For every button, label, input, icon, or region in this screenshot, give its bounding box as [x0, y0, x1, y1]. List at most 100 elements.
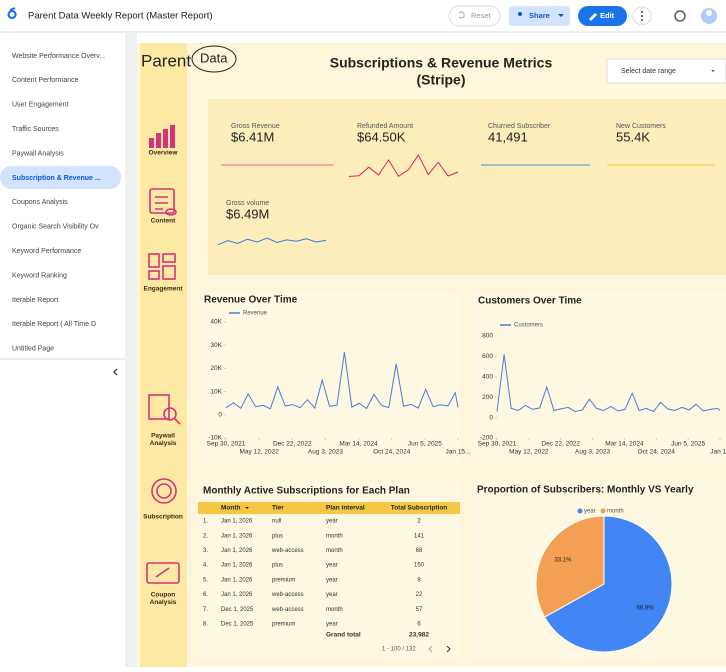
- page-nav-label[interactable]: Subscription: [143, 514, 183, 521]
- y-tick-label: 400: [482, 374, 493, 381]
- reset-button[interactable]: [448, 5, 501, 27]
- pagination: 1 - 100 / 132: [382, 647, 416, 653]
- data-label: 66.9%: [637, 606, 655, 612]
- nav-item[interactable]: Untitled Page: [12, 346, 54, 353]
- edit-button[interactable]: [578, 6, 627, 26]
- table-cell: year: [326, 592, 338, 598]
- next-page[interactable]: [446, 645, 451, 653]
- y-tick-label: -10K: [208, 435, 222, 442]
- x-tick-label: Dec 22, 2022: [541, 441, 580, 448]
- line-series: [496, 354, 721, 413]
- table-cell: 68: [416, 548, 423, 554]
- table-cell: 57: [416, 607, 423, 613]
- help-button[interactable]: [674, 10, 686, 22]
- icon: [589, 13, 597, 21]
- y-tick-label: 200: [482, 394, 493, 401]
- table-cell: year: [326, 563, 338, 569]
- nav-item[interactable]: Paywall Analysis: [12, 150, 64, 157]
- icon: [641, 11, 643, 21]
- nav-item[interactable]: Subscription & Revenue ...: [12, 175, 101, 182]
- share-button[interactable]: [509, 6, 570, 26]
- sidebar-footer: [0, 359, 125, 667]
- page-nav-label[interactable]: Coupon: [151, 592, 176, 599]
- table-cell: Dec 1, 2025: [221, 607, 254, 613]
- sparkline: [217, 237, 327, 246]
- table-cell: plus: [272, 563, 283, 569]
- line-series: [225, 352, 459, 410]
- reset-label: Reset: [471, 11, 492, 20]
- table-title: Monthly Active Subscriptions for Each Pl…: [203, 486, 410, 497]
- table-cell: Jan 1, 2026: [221, 563, 253, 569]
- column-header[interactable]: Plan interval: [326, 505, 365, 512]
- y-tick-label: -200: [480, 435, 493, 442]
- nav-item[interactable]: Iterable Report: [12, 297, 58, 304]
- page-nav-label[interactable]: Content: [151, 218, 176, 225]
- nav-item[interactable]: Iterable Report ( All Time D: [12, 321, 96, 328]
- x-tick-label: Mar 14, 2024: [605, 441, 644, 448]
- y-tick-label: 0: [489, 414, 493, 421]
- brand-logo: Parent: [141, 51, 191, 70]
- legend-label: Customers: [514, 323, 543, 329]
- table-cell: 5.: [203, 577, 208, 583]
- table-cell: premium: [272, 577, 295, 583]
- y-tick-label: 600: [482, 353, 493, 360]
- pie-slice: [543, 515, 673, 653]
- nav-item[interactable]: Traffic Sources: [12, 126, 59, 133]
- table-header: [198, 502, 460, 514]
- table-cell: web-access: [271, 548, 304, 554]
- edit-label: Edit: [600, 11, 615, 20]
- table-cell: plus: [272, 533, 283, 539]
- table-cell: web-access: [271, 607, 304, 613]
- legend-swatch: [600, 508, 606, 514]
- x-tick-label: May 12, 2022: [509, 449, 549, 456]
- table-cell: Jan 1, 2026: [221, 577, 253, 583]
- table-cell: premium: [272, 621, 295, 627]
- table-cell: 150: [414, 563, 425, 569]
- nav-item[interactable]: User Engagement: [12, 102, 68, 109]
- x-tick-label: Mar 14, 2024: [339, 441, 378, 448]
- nav-item[interactable]: Content Performance: [12, 77, 79, 84]
- nav-item[interactable]: Keyword Performance: [12, 248, 81, 255]
- table-cell: 2: [417, 519, 421, 525]
- x-tick-label: Oct 24, 2024: [638, 449, 676, 456]
- prev-page[interactable]: [428, 645, 433, 653]
- grand-total-label: Grand total: [326, 632, 361, 639]
- scorecard-label: Gross volume: [226, 200, 269, 207]
- page-nav-label[interactable]: Overview: [149, 150, 179, 157]
- panel: [201, 292, 460, 463]
- table-cell: 2.: [203, 533, 208, 539]
- x-tick-label: Aug 3, 2023: [308, 449, 343, 456]
- table-cell: 6.: [203, 592, 208, 598]
- nav-item[interactable]: Organic Search Visibility Ov: [12, 224, 99, 231]
- scorecard-label: New Customers: [616, 123, 666, 130]
- x-tick-label: Jun 5, 2025: [408, 441, 442, 448]
- column-header[interactable]: Total Subscription: [391, 505, 448, 512]
- page-nav-label[interactable]: Paywall: [151, 433, 175, 440]
- page-nav-label[interactable]: Engagement: [143, 286, 183, 293]
- page-nav-label[interactable]: Analysis: [150, 599, 177, 606]
- nav-item[interactable]: Keyword Ranking: [12, 272, 67, 279]
- table-cell: Jan 1, 2026: [221, 519, 253, 525]
- icon: [711, 70, 715, 72]
- table-cell: Jan 1, 2026: [221, 548, 253, 554]
- more-button[interactable]: [632, 6, 652, 26]
- nav-item[interactable]: Website Performance Overv...: [12, 53, 105, 60]
- icon: [518, 12, 522, 16]
- nav-icons: [146, 125, 181, 584]
- scorecard-value: $6.49M: [226, 206, 269, 221]
- table-cell: web-access: [271, 592, 304, 598]
- scorecard-value: $6.41M: [231, 129, 274, 144]
- y-tick-label: 40K: [210, 319, 222, 326]
- table-cell: year: [326, 577, 338, 583]
- page-nav-label[interactable]: Analysis: [150, 440, 177, 447]
- column-header[interactable]: Month: [221, 505, 241, 512]
- collapse-button[interactable]: [113, 368, 118, 376]
- column-header[interactable]: Tier: [272, 505, 284, 512]
- chart-title: Customers Over Time: [478, 296, 582, 307]
- date-range-control[interactable]: [606, 58, 726, 84]
- nav-item[interactable]: Coupons Analysis: [12, 199, 68, 206]
- table-cell: Jan 1, 2026: [221, 533, 253, 539]
- x-tick-label: Jun 5, 2025: [671, 441, 705, 448]
- table-cell: 1.: [203, 519, 208, 525]
